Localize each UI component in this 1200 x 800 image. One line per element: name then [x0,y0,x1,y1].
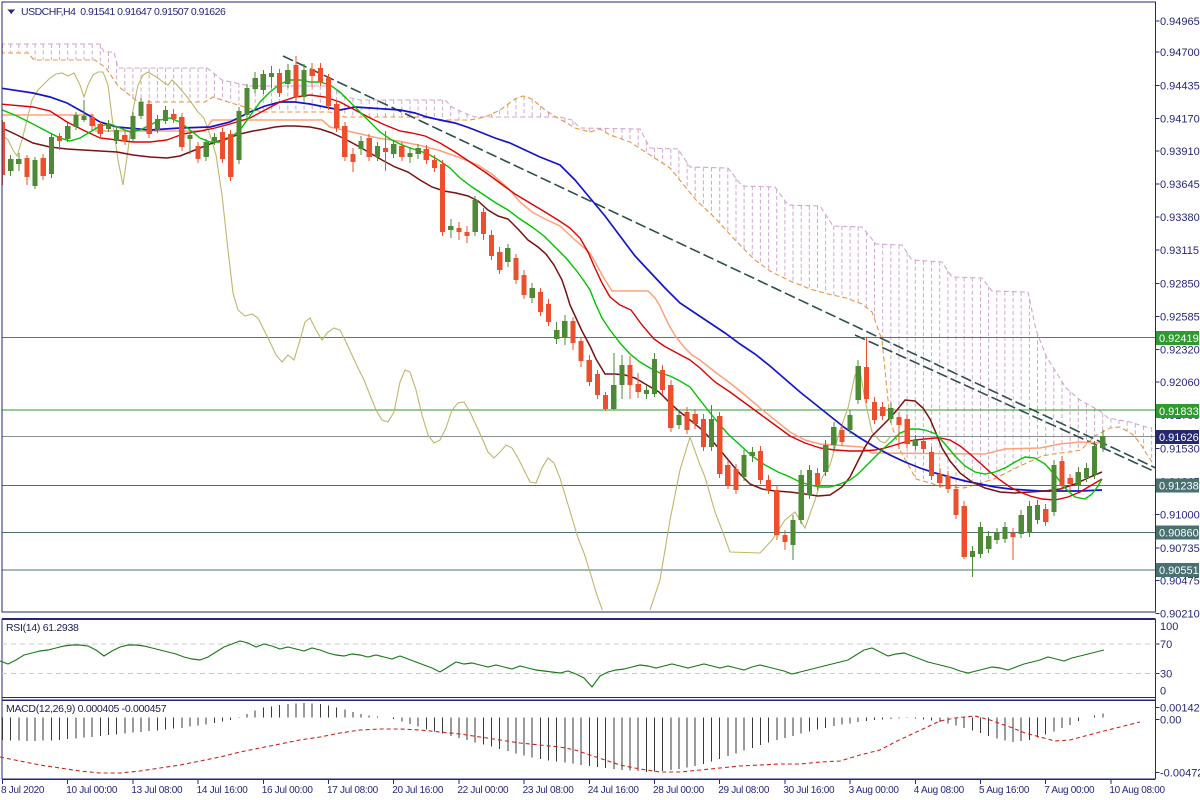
svg-text:0.91238: 0.91238 [1159,481,1199,493]
svg-text:70: 70 [1160,639,1172,651]
svg-text:3 Aug 00:00: 3 Aug 00:00 [849,785,900,796]
svg-text:30: 30 [1160,669,1172,681]
svg-text:28 Jul 00:00: 28 Jul 00:00 [653,785,705,796]
svg-text:RSI(14) 61.2938: RSI(14) 61.2938 [6,622,79,634]
svg-text:10 Jul 00:00: 10 Jul 00:00 [66,785,118,796]
svg-text:0.92060: 0.92060 [1160,377,1200,389]
svg-text:0.92320: 0.92320 [1160,345,1200,357]
svg-text:0.93380: 0.93380 [1160,212,1200,224]
svg-text:0.92585: 0.92585 [1160,312,1200,324]
svg-text:5 Aug 16:00: 5 Aug 16:00 [979,785,1030,796]
svg-text:8 Jul 2020: 8 Jul 2020 [1,785,45,796]
svg-text:0.91626: 0.91626 [1159,432,1199,444]
svg-text:0.90475: 0.90475 [1160,575,1200,587]
svg-text:29 Jul 08:00: 29 Jul 08:00 [718,785,770,796]
svg-text:0.001424: 0.001424 [1160,702,1200,714]
svg-text:0.90860: 0.90860 [1159,528,1199,540]
svg-text:0.93645: 0.93645 [1160,179,1200,191]
svg-text:USDCHF,H4 0.91541 0.91647 0.9: USDCHF,H4 0.91541 0.91647 0.91507 0.9162… [21,6,226,18]
svg-text:23 Jul 08:00: 23 Jul 08:00 [523,785,575,796]
svg-text:16 Jul 00:00: 16 Jul 00:00 [262,785,314,796]
svg-text:22 Jul 00:00: 22 Jul 00:00 [457,785,509,796]
svg-text:10 Aug 08:00: 10 Aug 08:00 [1109,785,1165,796]
svg-text:0.92850: 0.92850 [1160,278,1200,290]
svg-text:7 Aug 00:00: 7 Aug 00:00 [1044,785,1095,796]
svg-text:MACD(12,26,9) 0.000405 -0.0004: MACD(12,26,9) 0.000405 -0.000457 [6,703,167,715]
svg-text:0.94965: 0.94965 [1160,16,1200,28]
svg-text:24 Jul 16:00: 24 Jul 16:00 [588,785,640,796]
svg-text:100: 100 [1160,621,1178,633]
svg-text:0.90210: 0.90210 [1160,608,1200,620]
svg-text:0.94170: 0.94170 [1160,113,1200,125]
svg-text:14 Jul 16:00: 14 Jul 16:00 [197,785,249,796]
svg-text:0.92419: 0.92419 [1159,333,1199,345]
svg-text:0.94435: 0.94435 [1160,80,1200,92]
svg-text:0: 0 [1160,685,1166,697]
svg-text:0.00: 0.00 [1160,715,1181,727]
svg-text:0.93910: 0.93910 [1160,146,1200,158]
svg-text:4 Aug 08:00: 4 Aug 08:00 [914,785,965,796]
svg-text:30 Jul 16:00: 30 Jul 16:00 [783,785,835,796]
svg-text:0.90551: 0.90551 [1159,565,1199,577]
svg-text:0.91530: 0.91530 [1160,443,1200,455]
svg-text:0.91833: 0.91833 [1159,406,1199,418]
svg-text:20 Jul 16:00: 20 Jul 16:00 [392,785,444,796]
svg-text:17 Jul 08:00: 17 Jul 08:00 [327,785,379,796]
svg-text:0.91000: 0.91000 [1160,510,1200,522]
svg-text:-0.00472: -0.00472 [1160,768,1200,780]
svg-text:13 Jul 08:00: 13 Jul 08:00 [131,785,183,796]
svg-text:0.94700: 0.94700 [1160,47,1200,59]
svg-text:0.93115: 0.93115 [1160,245,1199,257]
svg-text:0.90735: 0.90735 [1160,543,1200,555]
